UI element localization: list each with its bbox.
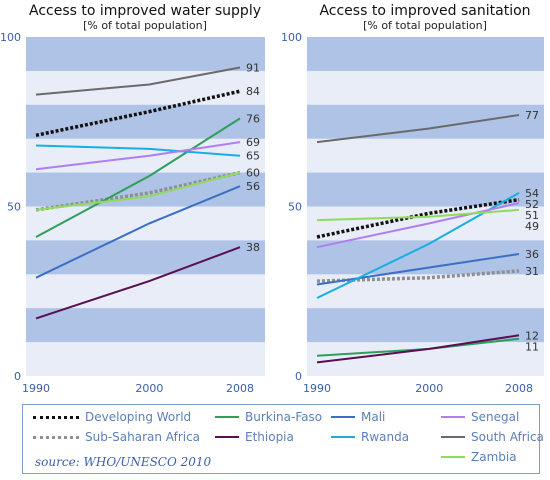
legend-item-developing-world: Developing World <box>33 409 191 425</box>
panel1-band <box>26 240 265 275</box>
legend-item-mali: Mali <box>331 409 385 425</box>
panel2-end-label-burkina-faso: 11 <box>525 340 539 353</box>
panel2-end-label-sub-saharan-africa: 31 <box>525 265 539 278</box>
panel1-line-mali <box>35 185 241 279</box>
legend-label: Rwanda <box>361 430 410 444</box>
panel2-end-label-developing-world: 52 <box>525 198 539 211</box>
panel1-end-label-developing-world: 84 <box>246 85 260 98</box>
panel1-line-burkina-faso <box>35 117 241 238</box>
panel2-ytick-label: 100 <box>281 31 302 44</box>
panel1-ytick-label: 100 <box>0 31 21 44</box>
legend-label: Burkina-Faso <box>245 410 323 424</box>
panel2-line-ethiopia <box>316 334 520 364</box>
panel2-xtick-label: 2008 <box>505 382 533 395</box>
panel2-end-label-zambia: 49 <box>525 220 539 233</box>
panel2-end-label-ethiopia: 12 <box>525 329 539 342</box>
panel1-end-label-ethiopia: 38 <box>246 241 260 254</box>
legend-label: Sub-Saharan Africa <box>85 430 201 444</box>
panel1-line-zambia <box>35 171 241 211</box>
panel1-ytick-label: 50 <box>7 201 21 214</box>
legend-swatch <box>441 416 465 418</box>
panel1-end-label-south-africa: 91 <box>246 62 260 75</box>
legend-label: Senegal <box>471 410 520 424</box>
legend-swatch <box>331 436 355 438</box>
panel1-line-south-africa <box>35 66 241 96</box>
panel2-line-developing-world <box>316 197 520 239</box>
panel1-xtick-label: 1990 <box>22 382 50 395</box>
panel1-band <box>26 308 265 343</box>
panel1-band <box>26 104 265 139</box>
legend-label: Mali <box>361 410 386 424</box>
panel2-end-label-senegal: 51 <box>525 209 539 222</box>
panel2-line-south-africa <box>316 114 520 144</box>
panel2-end-label-south-africa: 77 <box>525 109 539 122</box>
panel2-band <box>307 37 544 71</box>
panel2-xtick-label: 1990 <box>303 382 331 395</box>
legend-label: Zambia <box>471 450 517 464</box>
panel1-band <box>26 37 265 71</box>
legend-item-south-africa: South Africa <box>441 429 544 445</box>
legend-label: Ethiopia <box>245 430 294 444</box>
panel2-line-zambia <box>316 208 520 222</box>
legend-swatch <box>33 435 79 439</box>
panel1-end-label-rwanda: 65 <box>246 150 260 163</box>
panel2-xtick-label: 2000 <box>415 382 443 395</box>
panel1-xtick-label: 2000 <box>135 382 163 395</box>
legend-label: Developing World <box>85 410 192 424</box>
legend-item-senegal: Senegal <box>441 409 519 425</box>
panel1-xtick-label: 2008 <box>226 382 254 395</box>
panel1-line-developing-world <box>35 89 241 138</box>
panel2-band <box>307 308 544 343</box>
legend-item-ethiopia: Ethiopia <box>215 429 294 445</box>
panel2-end-label-rwanda: 54 <box>525 187 539 200</box>
legend-label: South Africa <box>471 430 544 444</box>
legend-swatch <box>441 436 465 438</box>
panel1-line-senegal <box>35 141 241 171</box>
legend-item-burkina-faso: Burkina-Faso <box>215 409 322 425</box>
panel1-line-ethiopia <box>35 246 241 320</box>
legend-item-zambia: Zambia <box>441 449 517 465</box>
panel2-ytick-label: 50 <box>288 201 302 214</box>
panel1-end-label-mali: 56 <box>246 180 260 193</box>
legend-swatch <box>441 456 465 458</box>
panel2-line-senegal <box>316 202 520 249</box>
panel1-end-label-burkina-faso: 76 <box>246 112 260 125</box>
panel1-title: Access to improved water supply <box>29 3 261 19</box>
panel1-line-sub-saharan-africa <box>35 170 241 212</box>
panel1-ytick-label: 0 <box>14 370 21 383</box>
legend-swatch <box>331 416 355 418</box>
panel2-band <box>307 104 544 139</box>
charts-canvas: Access to improved water supply[% of tot… <box>0 3 544 395</box>
panel2-end-label-mali: 36 <box>525 248 539 261</box>
panel2-subtitle: [% of total population] <box>363 19 487 32</box>
panel1-end-label-senegal: 69 <box>246 136 260 149</box>
legend: Developing World Sub-Saharan Africa Burkin… <box>22 404 544 474</box>
panel2-band <box>307 172 544 207</box>
panel2-ytick-label: 0 <box>295 370 302 383</box>
legend-swatch <box>215 416 239 418</box>
panel1-line-rwanda <box>35 144 241 157</box>
panel2-title: Access to improved sanitation <box>319 3 530 19</box>
panel1-subtitle: [% of total population] <box>83 19 207 32</box>
legend-item-sub-saharan-africa: Sub-Saharan Africa <box>33 429 200 445</box>
panel1-end-label-sub-saharan-africa: 60 <box>246 167 260 180</box>
legend-swatch <box>215 436 239 438</box>
legend-swatch <box>33 415 79 419</box>
source-note: source: WHO/UNESCO 2010 <box>35 455 212 469</box>
legend-item-rwanda: Rwanda <box>331 429 409 445</box>
